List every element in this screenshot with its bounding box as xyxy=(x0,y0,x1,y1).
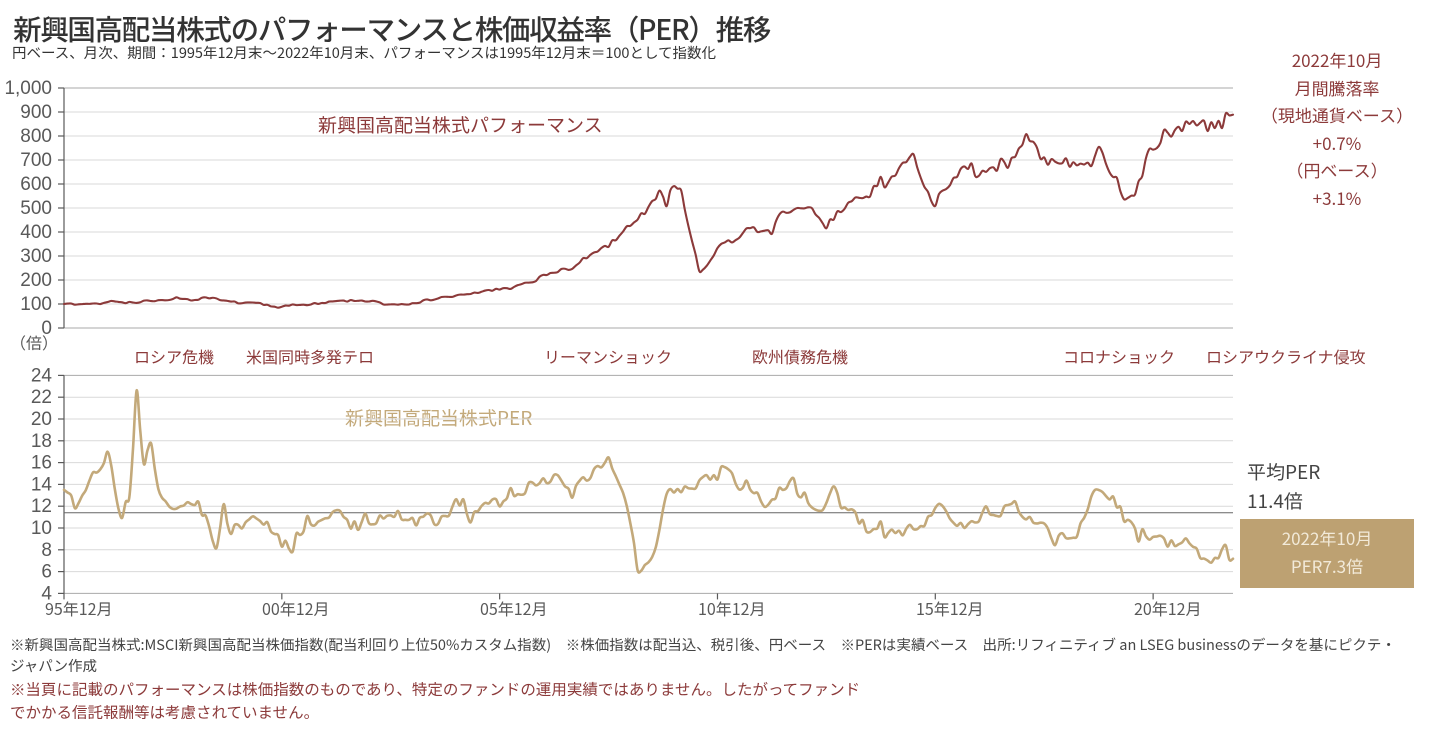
svg-text:20: 20 xyxy=(31,409,52,430)
svg-text:600: 600 xyxy=(20,174,52,195)
svg-text:18: 18 xyxy=(31,431,52,452)
svg-text:12: 12 xyxy=(31,496,52,517)
svg-text:800: 800 xyxy=(20,126,52,147)
svg-text:6: 6 xyxy=(41,562,52,583)
svg-text:4: 4 xyxy=(41,583,52,604)
svg-text:100: 100 xyxy=(20,294,52,315)
svg-text:10: 10 xyxy=(31,518,52,539)
svg-text:16: 16 xyxy=(31,453,52,474)
svg-text:1,000: 1,000 xyxy=(4,78,52,99)
svg-text:8: 8 xyxy=(41,540,52,561)
svg-text:22: 22 xyxy=(31,387,52,408)
svg-text:14: 14 xyxy=(31,474,53,495)
svg-text:500: 500 xyxy=(20,198,52,219)
svg-text:900: 900 xyxy=(20,102,52,123)
svg-text:700: 700 xyxy=(20,150,52,171)
svg-text:200: 200 xyxy=(20,270,52,291)
svg-text:300: 300 xyxy=(20,246,52,267)
svg-text:400: 400 xyxy=(20,222,52,243)
svg-text:24: 24 xyxy=(31,365,53,386)
svg-text:0: 0 xyxy=(41,318,52,339)
